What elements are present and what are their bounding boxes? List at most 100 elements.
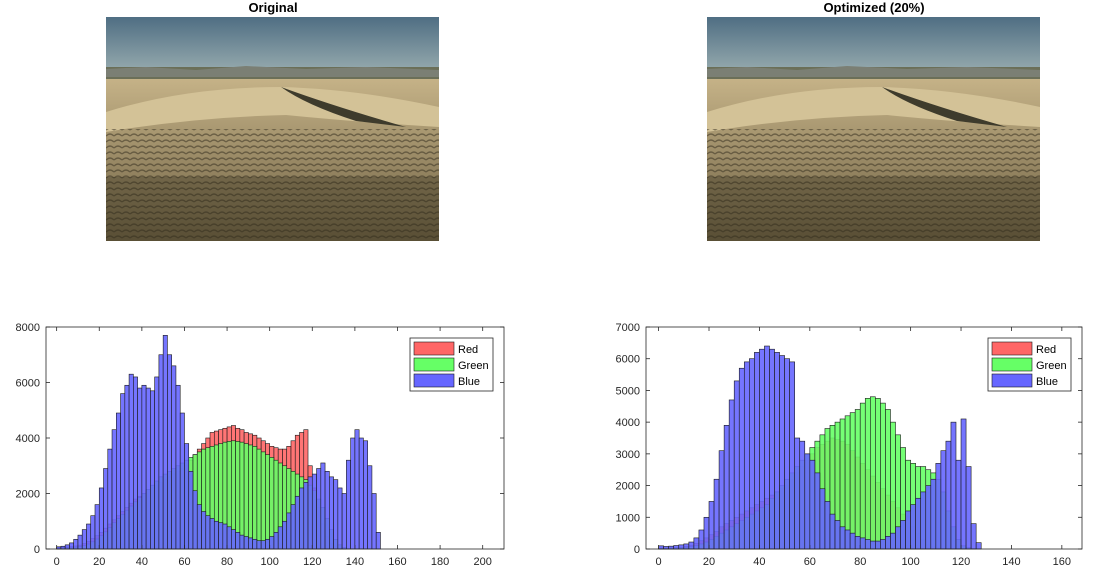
bar-blue-68 — [346, 459, 351, 550]
bar-blue-66 — [337, 487, 343, 550]
bar-blue-61 — [316, 468, 322, 550]
bar-green-41 — [864, 398, 871, 550]
bar-blue-15 — [120, 393, 126, 550]
bar-green-38 — [849, 412, 856, 550]
bar-blue-31 — [188, 470, 194, 550]
y-tick-label: 2000 — [16, 489, 40, 501]
bar-blue-28 — [175, 384, 181, 550]
bar-blue-11 — [713, 478, 720, 550]
bar-blue-38 — [849, 532, 856, 550]
bar-blue-55 — [935, 463, 942, 550]
bar-blue-39 — [854, 536, 861, 550]
y-tick-label: 2000 — [616, 481, 640, 493]
bar-blue-24 — [158, 354, 164, 550]
bar-green-42 — [869, 396, 876, 550]
bar-blue-25 — [162, 335, 168, 550]
bar-blue-19 — [754, 352, 760, 550]
bar-green-44 — [880, 402, 886, 550]
desert-dunes-photo — [106, 17, 439, 241]
bar-blue-24 — [779, 355, 785, 550]
x-tick-label: 40 — [753, 556, 765, 568]
x-tick-label: 120 — [303, 556, 321, 568]
bar-blue-62 — [320, 462, 326, 550]
bar-blue-59 — [307, 476, 313, 550]
x-tick-label: 120 — [952, 556, 970, 568]
bar-blue-2 — [64, 544, 70, 550]
bar-blue-51 — [273, 532, 279, 550]
bar-blue-28 — [799, 440, 806, 550]
legend-label-blue: Blue — [458, 376, 480, 388]
bar-blue-20 — [141, 384, 147, 550]
bar-blue-4 — [73, 538, 79, 550]
legend-label-blue: Blue — [1036, 376, 1058, 388]
bar-blue-40 — [859, 537, 866, 550]
bar-blue-26 — [167, 354, 172, 550]
bar-blue-49 — [905, 510, 911, 550]
bar-blue-9 — [703, 516, 710, 550]
bar-blue-42 — [235, 532, 241, 550]
bar-blue-47 — [256, 540, 262, 550]
bar-blue-71 — [358, 437, 364, 550]
bar-blue-45 — [248, 537, 253, 550]
bar-green-46 — [890, 421, 896, 550]
x-tick-label: 80 — [221, 556, 233, 568]
bar-blue-21 — [764, 345, 770, 550]
bar-blue-64 — [329, 476, 334, 550]
bar-blue-23 — [774, 352, 780, 550]
x-tick-label: 20 — [93, 556, 105, 568]
bar-blue-61 — [965, 466, 972, 550]
bar-blue-54 — [286, 512, 292, 550]
y-tick-label: 6000 — [616, 354, 640, 366]
bar-green-44 — [243, 443, 249, 550]
bar-blue-9 — [94, 504, 100, 550]
x-tick-label: 100 — [260, 556, 278, 568]
x-tick-label: 140 — [346, 556, 364, 568]
bar-green-43 — [239, 441, 245, 550]
legend-swatch-green — [991, 357, 1033, 372]
bar-blue-27 — [171, 365, 177, 550]
bar-blue-3 — [69, 542, 74, 550]
bar-blue-6 — [81, 529, 87, 550]
bar-blue-35 — [834, 520, 841, 550]
bar-blue-46 — [890, 532, 896, 550]
bar-blue-69 — [350, 437, 356, 550]
bar-blue-30 — [184, 443, 190, 550]
bar-blue-5 — [683, 543, 690, 550]
legend-swatch-red — [991, 341, 1033, 356]
bar-blue-14 — [728, 399, 735, 550]
bar-blue-57 — [945, 440, 952, 550]
bar-blue-16 — [124, 384, 130, 550]
bar-blue-60 — [960, 418, 967, 550]
bar-blue-75 — [375, 532, 381, 550]
bar-blue-17 — [128, 373, 134, 550]
bar-green-47 — [256, 448, 262, 550]
bar-green-45 — [885, 409, 891, 550]
bar-blue-36 — [839, 526, 846, 550]
optimized-image — [707, 17, 1040, 241]
bar-blue-15 — [733, 380, 740, 550]
bar-blue-7 — [693, 537, 700, 550]
bar-blue-63 — [324, 470, 330, 550]
left-panel-title: Original — [248, 0, 298, 15]
bar-blue-16 — [738, 367, 745, 550]
bar-green-50 — [269, 457, 275, 550]
y-tick-label: 5000 — [616, 385, 640, 397]
bar-blue-49 — [265, 538, 270, 550]
bar-blue-17 — [743, 361, 750, 550]
x-tick-label: 140 — [1002, 556, 1020, 568]
bar-blue-36 — [209, 518, 215, 550]
bar-blue-73 — [367, 465, 373, 550]
bar-blue-35 — [205, 515, 211, 550]
bar-blue-14 — [116, 412, 121, 550]
bar-green-37 — [844, 415, 851, 550]
x-tick-label: 160 — [1053, 556, 1071, 568]
bar-blue-59 — [955, 459, 962, 550]
bar-blue-32 — [192, 490, 198, 550]
bar-blue-57 — [299, 487, 305, 550]
bar-blue-63 — [975, 542, 982, 550]
bar-blue-26 — [789, 361, 795, 550]
y-tick-label: 7000 — [616, 322, 640, 334]
bar-blue-47 — [895, 526, 901, 550]
legend-label-red: Red — [1036, 344, 1056, 356]
